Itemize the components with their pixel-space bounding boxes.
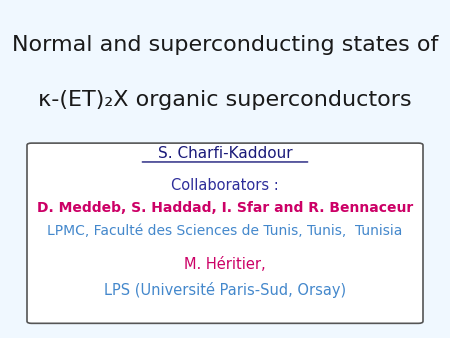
Text: D. Meddeb, S. Haddad, I. Sfar and R. Bennaceur: D. Meddeb, S. Haddad, I. Sfar and R. Ben…: [37, 201, 413, 215]
Text: κ-(ET)₂X organic superconductors: κ-(ET)₂X organic superconductors: [38, 90, 412, 110]
FancyBboxPatch shape: [27, 143, 423, 323]
Text: Collaborators :: Collaborators :: [171, 177, 279, 193]
Text: S. Charfi-Kaddour: S. Charfi-Kaddour: [158, 146, 292, 161]
Text: LPS (Université Paris-Sud, Orsay): LPS (Université Paris-Sud, Orsay): [104, 282, 346, 298]
Text: M. Héritier,: M. Héritier,: [184, 257, 266, 272]
Text: Normal and superconducting states of: Normal and superconducting states of: [12, 35, 438, 55]
Text: LPMC, Faculté des Sciences de Tunis, Tunis,  Tunisia: LPMC, Faculté des Sciences de Tunis, Tun…: [47, 224, 403, 238]
